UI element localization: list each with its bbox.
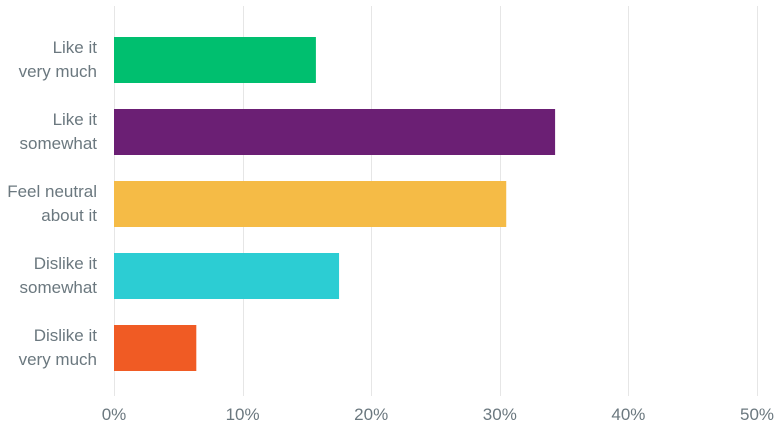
x-tick-label: 50%	[740, 405, 774, 422]
category-label-line: somewhat	[20, 134, 98, 153]
x-axis-tick-labels: 0% 10% 20% 30% 40% 50%	[102, 405, 774, 422]
x-tick-label: 30%	[483, 405, 517, 422]
category-label: Like it somewhat	[20, 110, 98, 153]
category-label: Like it very much	[19, 38, 98, 81]
bar[interactable]	[114, 253, 340, 299]
category-labels: Like it very much Like it somewhat Feel neut…	[7, 38, 97, 369]
category-label-line: Dislike it	[34, 326, 98, 345]
x-tick-label: 10%	[226, 405, 260, 422]
category-label-line: Like it	[53, 38, 98, 57]
bar[interactable]	[114, 37, 316, 83]
category-label-line: Feel neutral	[7, 182, 97, 201]
category-label: Dislike it somewhat	[20, 254, 98, 297]
category-label-line: somewhat	[20, 278, 98, 297]
category-label-line: Dislike it	[34, 254, 98, 273]
bars	[114, 37, 556, 371]
bar[interactable]	[114, 181, 507, 227]
category-label: Feel neutral about it	[7, 182, 97, 225]
category-label-line: Like it	[53, 110, 98, 129]
x-tick-label: 20%	[354, 405, 388, 422]
category-label-line: very much	[19, 350, 97, 369]
category-label-line: very much	[19, 62, 97, 81]
bar[interactable]	[114, 325, 197, 371]
x-tick-label: 0%	[102, 405, 127, 422]
category-label-line: about it	[41, 206, 97, 225]
x-tick-label: 40%	[611, 405, 645, 422]
bar[interactable]	[114, 109, 556, 155]
category-label: Dislike it very much	[19, 326, 98, 369]
